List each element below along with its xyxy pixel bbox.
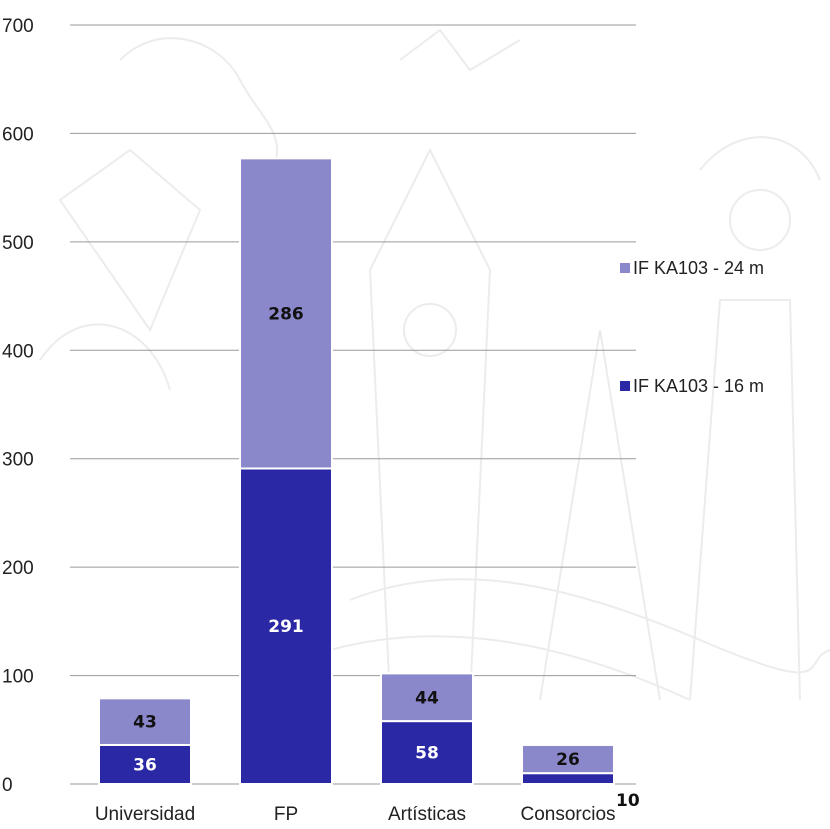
y-tick-label: 400	[2, 341, 34, 362]
y-tick-label: 0	[2, 775, 13, 796]
bar-consorcios-series-2	[521, 743, 615, 775]
legend-swatch	[620, 263, 630, 273]
bar-fp-series-2	[239, 157, 333, 470]
legend-label: IF KA103 - 24 m	[633, 258, 764, 278]
legend-swatch	[620, 381, 630, 391]
bar-artísticas-series-1	[380, 720, 474, 786]
y-tick-label: 200	[2, 558, 34, 579]
y-tick-label: 100	[2, 667, 34, 688]
data-label: 58	[415, 744, 439, 764]
x-category-label: FP	[274, 804, 298, 825]
y-tick-label: 500	[2, 233, 34, 254]
data-label: 291	[268, 617, 304, 637]
background-illustration	[39, 28, 830, 701]
data-label: 286	[268, 304, 304, 324]
y-tick-label: 600	[2, 124, 34, 145]
y-tick-label: 300	[2, 450, 34, 471]
bar-consorcios-series-1	[521, 772, 615, 786]
x-axis-categories: Universidad FP Artísticas Consorcios	[95, 804, 616, 825]
x-category-label: Artísticas	[388, 804, 466, 825]
data-label: 44	[415, 688, 439, 708]
x-category-label: Consorcios	[520, 804, 615, 825]
data-label: 26	[556, 750, 580, 770]
bar-universidad-series-2	[98, 697, 192, 746]
data-label: 36	[133, 755, 157, 775]
bar-fp-series-1	[239, 467, 333, 785]
y-tick-label: 700	[2, 16, 34, 37]
gridlines	[70, 24, 636, 785]
bars: 36 43 291 286 58 44 10 26	[98, 157, 640, 811]
legend: IF KA103 - 16 m IF KA103 - 24 m	[620, 258, 764, 396]
bar-universidad-series-1	[98, 743, 192, 785]
bar-artísticas-series-2	[380, 672, 474, 723]
x-category-label: Universidad	[95, 804, 195, 825]
data-label: 10	[616, 791, 640, 811]
y-axis-ticks: 0 100 200 300 400 500 600 700	[2, 16, 34, 796]
data-label: 43	[133, 713, 157, 733]
legend-label: IF KA103 - 16 m	[633, 376, 764, 396]
